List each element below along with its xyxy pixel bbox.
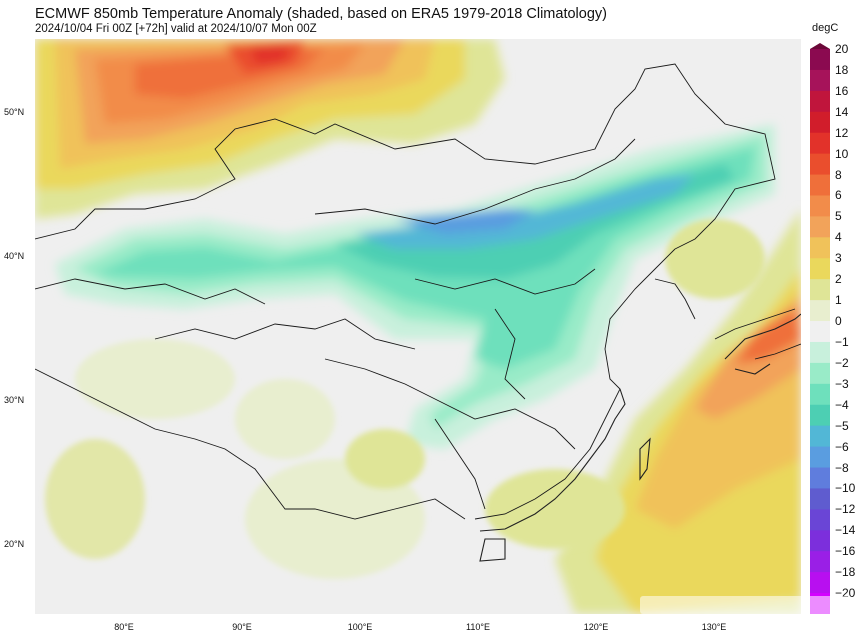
lon-label-80e: 80°E xyxy=(114,622,134,632)
colorbar-segment xyxy=(810,195,830,217)
colorbar-segment xyxy=(810,551,830,573)
chart-title: ECMWF 850mb Temperature Anomaly (shaded,… xyxy=(35,6,607,22)
colorbar-segment xyxy=(810,69,830,92)
colorbar-tick-label: 6 xyxy=(835,188,842,203)
colorbar-top-arrow xyxy=(810,43,830,49)
colorbar-segment xyxy=(810,467,830,489)
colorbar-tick-label: 0 xyxy=(835,314,842,329)
colorbar-segment xyxy=(810,237,830,259)
colorbar-tick-label: −2 xyxy=(835,355,849,370)
colorbar-segment xyxy=(810,132,830,155)
colorbar-segment xyxy=(810,362,830,385)
colorbar-segment xyxy=(810,279,830,301)
watermark-overlay xyxy=(640,596,850,614)
colorbar-segment xyxy=(810,258,830,280)
cold-anomaly-band xyxy=(55,124,775,449)
colorbar-tick-label: −5 xyxy=(835,418,849,433)
chart-subtitle: 2024/10/04 Fri 00Z [+72h] valid at 2024/… xyxy=(35,23,317,35)
colorbar-tick-label: −14 xyxy=(835,523,856,538)
lon-label-120e: 120°E xyxy=(583,622,609,632)
lon-label-130e: 130°E xyxy=(701,622,727,632)
lon-label-90e: 90°E xyxy=(232,622,252,632)
colorbar-unit: degC xyxy=(812,22,839,34)
colorbar-segment xyxy=(810,216,830,238)
colorbar-segment xyxy=(810,49,830,71)
colorbar-segment xyxy=(810,488,830,510)
colorbar-segment xyxy=(810,572,830,594)
lat-label-50n: 50°N xyxy=(4,107,25,117)
colorbar-segment xyxy=(810,509,830,531)
lon-label-100e: 100°E xyxy=(347,622,373,632)
map-svg xyxy=(35,39,801,614)
colorbar-tick-label: 18 xyxy=(835,62,849,77)
colorbar-segment xyxy=(810,404,830,427)
colorbar-tick-label: 1 xyxy=(835,293,842,308)
colorbar-tick-label: −1 xyxy=(835,334,849,349)
anomaly-map xyxy=(35,39,801,614)
colorbar-tick-label: −8 xyxy=(835,460,849,475)
colorbar-tick-label: 4 xyxy=(835,230,842,245)
warm-anomaly-north xyxy=(35,39,505,219)
colorbar-tick-label: −16 xyxy=(835,544,856,559)
colorbar xyxy=(810,43,830,614)
colorbar-tick-label: 12 xyxy=(835,125,849,140)
colorbar-segment xyxy=(810,111,830,134)
colorbar-tick-label: 8 xyxy=(835,167,842,182)
colorbar-tick-label: −4 xyxy=(835,397,849,412)
lon-label-110e: 110°E xyxy=(466,622,490,632)
colorbar-segment xyxy=(810,383,830,406)
colorbar-tick-label: 20 xyxy=(835,42,849,56)
colorbar-tick-label: −3 xyxy=(835,376,849,391)
lat-label-40n: 40°N xyxy=(4,251,25,261)
colorbar-tick-label: 10 xyxy=(835,146,849,161)
colorbar-segment xyxy=(810,425,830,448)
colorbar-segment xyxy=(810,530,830,552)
colorbar-tick-label: −6 xyxy=(835,439,849,454)
colorbar-tick-label: −10 xyxy=(835,481,856,496)
minor-anomaly-patches xyxy=(45,219,765,579)
colorbar-tick-label: −12 xyxy=(835,502,856,517)
colorbar-tick-label: 5 xyxy=(835,209,842,224)
colorbar-segment xyxy=(810,90,830,113)
colorbar-tick-label: 2 xyxy=(835,272,842,287)
colorbar-tick-label: −18 xyxy=(835,565,856,580)
coastline xyxy=(479,313,801,562)
colorbar-segment xyxy=(810,321,830,343)
colorbar-segment xyxy=(810,446,830,469)
lat-label-20n: 20°N xyxy=(4,539,25,549)
colorbar-tick-label: 3 xyxy=(835,251,842,266)
colorbar-tick-label: 16 xyxy=(835,83,849,98)
colorbar-segment xyxy=(810,300,830,322)
colorbar-segment xyxy=(810,153,830,176)
colorbar-segment xyxy=(810,341,830,364)
country-borders xyxy=(35,63,801,520)
colorbar-segment xyxy=(810,174,830,196)
colorbar-tick-label: 14 xyxy=(835,104,849,119)
lat-label-30n: 30°N xyxy=(4,395,25,405)
